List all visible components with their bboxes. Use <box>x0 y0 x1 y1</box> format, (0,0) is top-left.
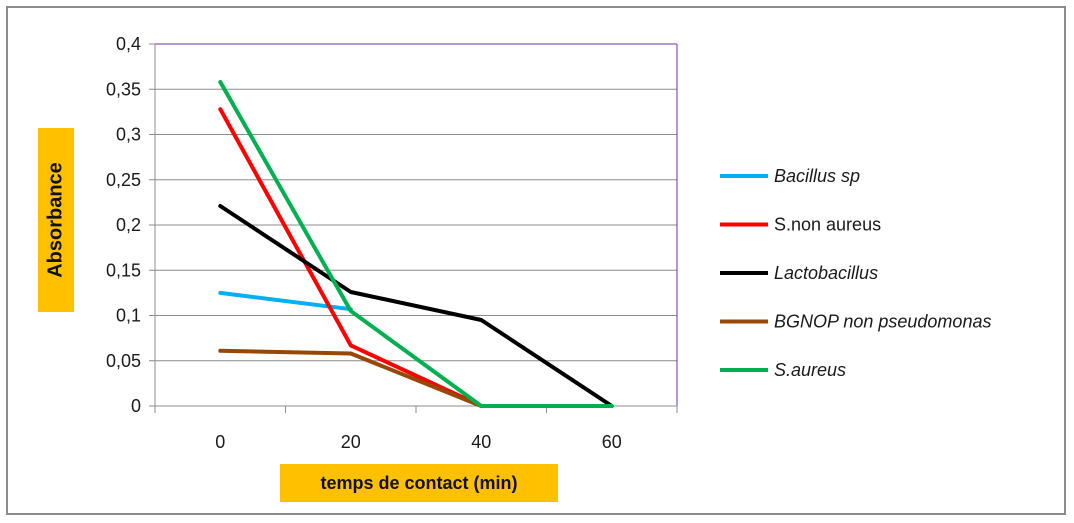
y-tick-label: 0,3 <box>116 125 141 145</box>
legend-label: Bacillus sp <box>774 166 860 186</box>
series-line <box>218 80 614 408</box>
gridlines <box>155 43 677 362</box>
y-tick-label: 0,2 <box>116 215 141 235</box>
series-line <box>218 348 484 408</box>
y-tick-label: 0,25 <box>106 170 141 190</box>
y-tick-label: 0,15 <box>106 260 141 280</box>
y-tick-label: 0 <box>131 396 141 416</box>
x-tick-label: 60 <box>602 432 622 452</box>
y-tick-label: 0,1 <box>116 306 141 326</box>
y-tick-label: 0,4 <box>116 34 141 54</box>
y-axis-label-background <box>38 128 74 312</box>
y-tick-label: 0,35 <box>106 79 141 99</box>
y-axis-label: Absorbance <box>44 162 67 278</box>
chart-frame <box>6 6 1066 515</box>
x-tick-label: 0 <box>215 432 225 452</box>
x-tick-label: 20 <box>341 432 361 452</box>
series-line <box>218 204 614 408</box>
axes <box>149 43 678 413</box>
legend-label: Lactobacillus <box>774 263 878 283</box>
y-tick-label: 0,05 <box>106 351 141 371</box>
legend: Bacillus sp S.non aureus Lactobacillus BGNO… <box>720 166 991 380</box>
legend-label: BGNOP non pseudomonas <box>774 312 991 332</box>
legend-label: S.aureus <box>774 360 846 380</box>
x-axis-label: temps de contact (min) <box>280 464 558 502</box>
legend-label: S.non aureus <box>774 215 881 235</box>
y-tick-labels: 0 0,05 0,1 0,15 0,2 0,25 0,3 0,35 0,4 <box>106 34 141 416</box>
x-tick-labels: 0 20 40 60 <box>215 432 622 452</box>
series-line <box>218 107 484 408</box>
x-tick-label: 40 <box>471 432 491 452</box>
series-lines <box>218 80 614 408</box>
